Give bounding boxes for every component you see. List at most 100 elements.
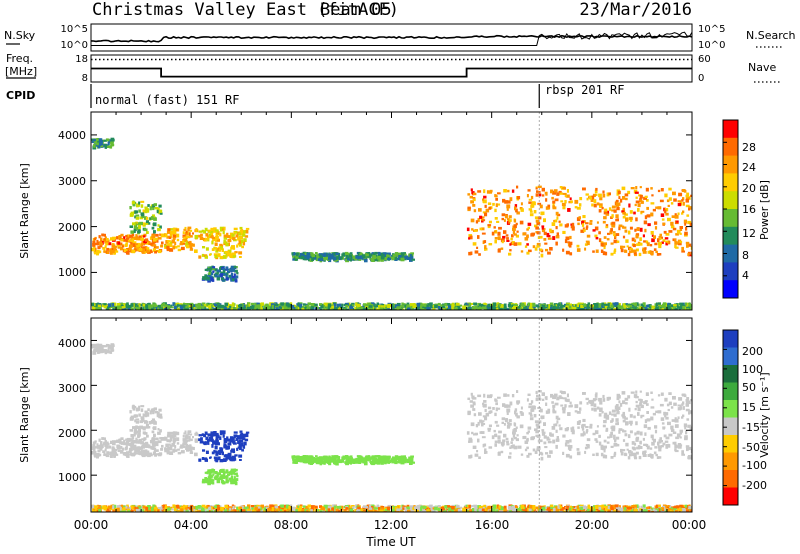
velocity-echo-cell bbox=[341, 456, 346, 460]
power-echo-cell bbox=[587, 304, 590, 308]
power-echo-cell bbox=[166, 245, 170, 250]
power-echo-cell bbox=[155, 250, 159, 253]
velocity-echo-cell bbox=[204, 479, 208, 482]
velocity-echo-cell bbox=[685, 430, 688, 435]
velocity-echo-cell bbox=[586, 438, 591, 442]
power-echo-cell bbox=[663, 230, 667, 234]
power-echo-cell bbox=[513, 242, 518, 246]
velocity-echo-cell bbox=[103, 437, 106, 441]
power-echo-cell bbox=[593, 199, 597, 204]
velocity-echo-cell bbox=[212, 473, 215, 476]
power-echo-cell bbox=[308, 307, 312, 310]
power-echo-cell bbox=[643, 305, 647, 308]
power-echo-cell bbox=[95, 249, 100, 254]
power-echo-cell bbox=[601, 206, 604, 210]
velocity-echo-cell bbox=[131, 441, 135, 446]
power-echo-cell bbox=[520, 302, 525, 307]
velocity-echo-cell bbox=[242, 433, 246, 438]
power-echo-cell bbox=[668, 230, 673, 233]
power-echo-cell bbox=[93, 140, 97, 144]
velocity-echo-cell bbox=[403, 459, 408, 463]
velocity-echo-cell bbox=[117, 449, 121, 452]
power-echo-cell bbox=[686, 214, 690, 217]
power-echo-cell bbox=[236, 244, 239, 248]
velocity-echo-cell bbox=[602, 394, 605, 398]
velocity-echo-cell bbox=[690, 449, 692, 454]
power-echo-cell bbox=[608, 192, 611, 196]
power-echo-cell bbox=[359, 255, 363, 258]
power-echo-cell bbox=[576, 206, 581, 210]
power-echo-cell bbox=[653, 248, 657, 251]
power-echo-cell bbox=[184, 304, 188, 307]
power-echo-cell bbox=[144, 206, 148, 209]
velocity-echo-cell bbox=[146, 434, 149, 438]
power-echo-cell bbox=[684, 302, 688, 306]
power-echo-cell bbox=[567, 241, 571, 244]
power-echo-cell bbox=[535, 226, 539, 230]
power-echo-cell bbox=[451, 303, 455, 308]
power-echo-cell bbox=[554, 198, 559, 202]
power-colorbar-segments bbox=[723, 120, 738, 299]
power-echo-cell bbox=[142, 235, 146, 238]
power-echo-cell bbox=[674, 213, 677, 216]
velocity-echo-cell bbox=[649, 447, 653, 450]
velocity-echo-cell bbox=[98, 348, 102, 352]
velocity-echo-cell bbox=[615, 407, 620, 412]
power-echo-cell bbox=[214, 247, 218, 250]
power-echo-cell bbox=[231, 268, 235, 272]
power-echo-cell bbox=[229, 269, 234, 272]
power-echo-cell bbox=[208, 275, 212, 277]
power-echo-cell bbox=[642, 247, 645, 251]
velocity-echo-cell bbox=[291, 455, 294, 458]
power-echo-cell bbox=[381, 255, 385, 260]
velocity-echo-cell bbox=[604, 412, 608, 416]
power-echo-cell bbox=[507, 303, 511, 308]
power-echo-cell bbox=[627, 190, 631, 195]
velocity-echo-cell bbox=[502, 403, 506, 407]
power-echo-cell bbox=[116, 305, 120, 310]
nsearch-tick-bottom: 10^0 bbox=[698, 40, 725, 51]
velocity-echo-cell bbox=[110, 346, 113, 350]
power-echo-cell bbox=[645, 240, 649, 244]
power-echo-cell bbox=[136, 243, 139, 246]
power-echo-cell bbox=[239, 235, 243, 240]
power-echo-cell bbox=[487, 202, 492, 205]
power-echo-cell bbox=[409, 254, 412, 258]
power-echo-cell bbox=[651, 238, 655, 243]
velocity-echo-cell bbox=[650, 416, 654, 421]
power-echo-cell bbox=[424, 305, 429, 309]
power-echo-cell bbox=[399, 308, 403, 310]
power-echo-cell bbox=[401, 256, 404, 259]
velocity-echo-cell bbox=[662, 442, 666, 446]
power-echo-cell bbox=[223, 251, 227, 255]
power-echo-cell bbox=[522, 232, 526, 236]
velocity-echo-cell bbox=[358, 459, 361, 463]
velocity-echo-cell bbox=[137, 434, 141, 438]
power-echo-cell bbox=[290, 305, 295, 309]
power-echo-cell bbox=[659, 199, 664, 203]
velocity-echo-cell bbox=[129, 438, 133, 442]
power-echo-cell bbox=[481, 219, 486, 222]
power-echo-cell bbox=[153, 246, 157, 249]
power-echo-cell bbox=[665, 212, 669, 216]
power-echo-cell bbox=[547, 237, 552, 240]
velocity-echo-cell bbox=[166, 434, 170, 438]
power-echo-cell bbox=[610, 304, 614, 308]
velocity-echo-cell bbox=[93, 441, 97, 444]
power-echo-cell bbox=[254, 307, 257, 310]
power-echo-cell bbox=[546, 235, 551, 238]
power-echo-cell bbox=[536, 231, 541, 235]
freq-tick-bottom: 8 bbox=[82, 73, 88, 84]
velocity-echo-cell bbox=[582, 418, 586, 422]
velocity-echo-cell bbox=[622, 411, 625, 415]
velocity-echo-cell bbox=[174, 449, 178, 452]
power-echo-cell bbox=[220, 304, 224, 309]
power-echo-cell bbox=[333, 303, 337, 307]
power-echo-cell bbox=[508, 220, 511, 224]
power-echo-cell bbox=[210, 277, 214, 282]
velocity-echo-cell bbox=[97, 444, 101, 449]
power-echo-cell bbox=[686, 307, 690, 310]
power-echo-cell bbox=[485, 307, 488, 310]
velocity-echo-cell bbox=[95, 446, 98, 449]
velocity-echo-cell bbox=[97, 351, 101, 354]
